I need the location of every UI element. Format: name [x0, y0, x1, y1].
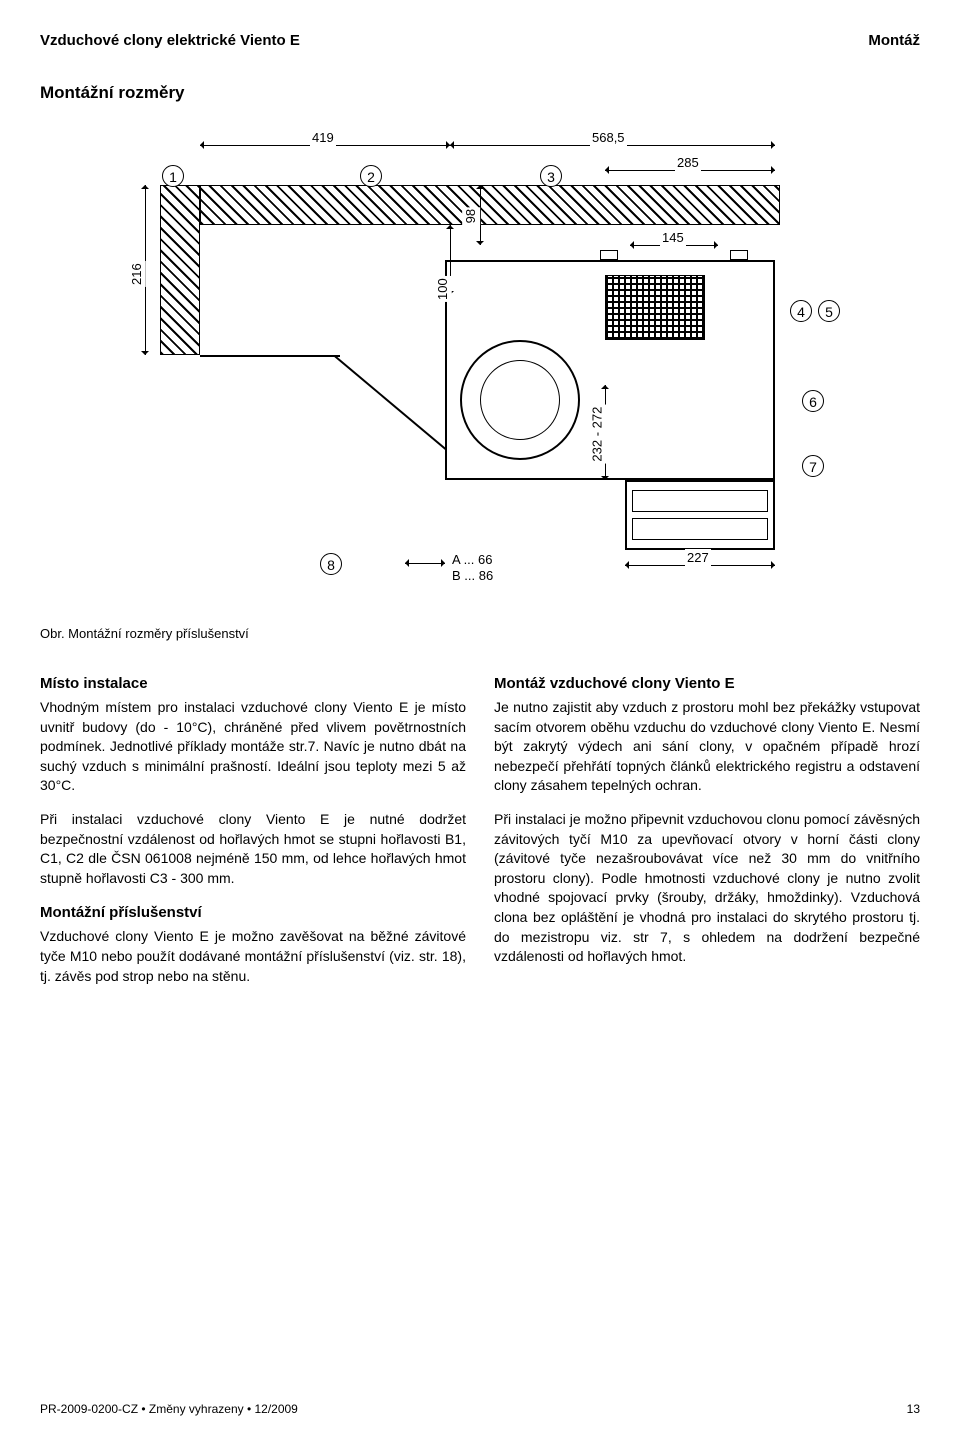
- montaz-heading: Montáž vzduchové clony Viento E: [494, 673, 920, 694]
- ceiling-edge: [200, 355, 340, 357]
- misto-p1: Vhodným místem pro instalaci vzduchové c…: [40, 698, 466, 796]
- montaz-p2: Při instalaci je možno připevnit vzducho…: [494, 810, 920, 967]
- footer-left: PR-2009-0200-CZ • Změny vyhrazeny • 12/2…: [40, 1401, 298, 1418]
- angled-edge: [334, 355, 458, 459]
- diagram: 419 568,5 285 216 100 98 145 232 - 272 2…: [40, 125, 920, 605]
- header-left: Vzduchové clony elektrické Viento E: [40, 30, 300, 51]
- dim-inner-v1-label: 100: [434, 276, 452, 302]
- air-outlet: [625, 480, 775, 550]
- dim-right-v-label: 232 - 272: [588, 404, 606, 463]
- mount-a: [600, 250, 618, 260]
- fan-inner: [480, 360, 560, 440]
- callout-7: 7: [802, 455, 824, 477]
- callout-6: 6: [802, 390, 824, 412]
- mount-b: [730, 250, 748, 260]
- dim-top-small-label: 285: [675, 154, 701, 172]
- montaz-p1: Je nutno zajistit aby vzduch z prostoru …: [494, 698, 920, 796]
- dim-right-small-label: 145: [660, 229, 686, 247]
- prislusenstvi-heading: Montážní příslušenství: [40, 902, 466, 923]
- prislusenstvi-p: Vzduchové clony Viento E je možno zavěšo…: [40, 927, 466, 986]
- right-column: Montáž vzduchové clony Viento E Je nutno…: [494, 673, 920, 1000]
- footer-page: 13: [907, 1401, 920, 1418]
- misto-heading: Místo instalace: [40, 673, 466, 694]
- left-column: Místo instalace Vhodným místem pro insta…: [40, 673, 466, 1000]
- figure-caption: Obr. Montážní rozměry příslušenství: [40, 625, 920, 643]
- misto-p2: Při instalaci vzduchové clony Viento E j…: [40, 810, 466, 888]
- wall-top-hatch: [200, 185, 780, 225]
- callout-4: 4: [790, 300, 812, 322]
- dim-bottom-right-label: 227: [685, 549, 711, 567]
- ab-b: B ... 86: [450, 567, 495, 585]
- heater-grille: [605, 275, 705, 340]
- dim-inner-v2-label: 98: [462, 207, 480, 225]
- wall-left-hatch: [160, 185, 200, 355]
- section-title: Montážní rozměry: [40, 81, 920, 105]
- callout-5: 5: [818, 300, 840, 322]
- header-right: Montáž: [868, 30, 920, 51]
- callout-3: 3: [540, 165, 562, 187]
- callout-2: 2: [360, 165, 382, 187]
- callout-8: 8: [320, 553, 342, 575]
- callout-1: 1: [162, 165, 184, 187]
- dim-left-v-label: 216: [128, 261, 146, 287]
- ab-arrow: [405, 563, 445, 564]
- dim-top-left-label: 419: [310, 129, 336, 147]
- dim-top-right-label: 568,5: [590, 129, 627, 147]
